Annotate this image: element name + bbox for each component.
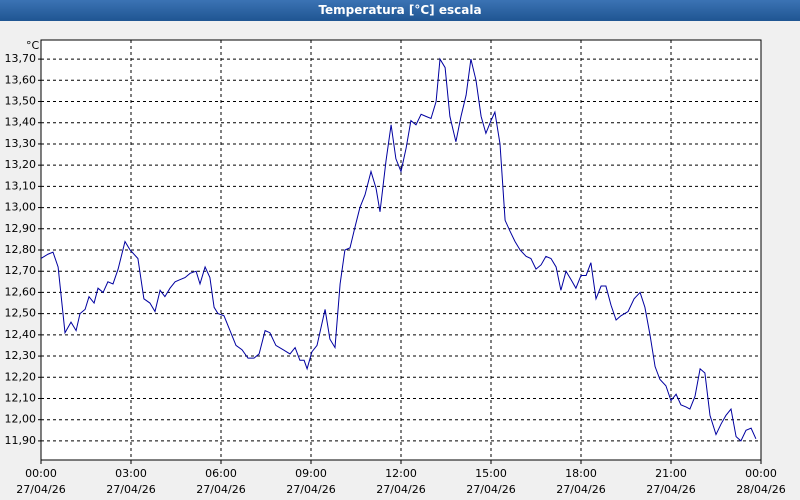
x-tick-label: 21:00 xyxy=(655,467,687,480)
y-tick-label: 12,50 xyxy=(5,307,37,320)
x-tick-label: 12:00 xyxy=(385,467,417,480)
x-tick-date: 27/04/26 xyxy=(376,483,425,496)
y-tick-label: 12,40 xyxy=(5,328,37,341)
y-tick-label: 13,20 xyxy=(5,158,37,171)
y-tick-label: 12,90 xyxy=(5,222,37,235)
plot-border xyxy=(40,39,762,461)
y-tick-label: 12,00 xyxy=(5,413,37,426)
x-tick-date: 27/04/26 xyxy=(646,483,695,496)
x-tick-date: 27/04/26 xyxy=(16,483,65,496)
x-tick-date: 28/04/26 xyxy=(736,483,785,496)
x-tick-date: 27/04/26 xyxy=(286,483,335,496)
title-bar: Temperatura [°C] escala xyxy=(0,0,800,21)
line-series xyxy=(40,57,757,442)
y-tick-label: 12,20 xyxy=(5,370,37,383)
y-tick-label: 13,00 xyxy=(5,201,37,214)
y-tick-label: 12,30 xyxy=(5,349,37,362)
y-tick-label: 13,30 xyxy=(5,137,37,150)
y-tick-label: 13,70 xyxy=(5,52,37,65)
x-tick-date: 27/04/26 xyxy=(466,483,515,496)
x-tick-date: 27/04/26 xyxy=(196,483,245,496)
y-tick-label: 13,10 xyxy=(5,179,37,192)
x-tick-label: 18:00 xyxy=(565,467,597,480)
y-tick-label: 13,50 xyxy=(5,95,37,108)
x-tick-label: 09:00 xyxy=(295,467,327,480)
y-tick-label: 12,10 xyxy=(5,391,37,404)
y-tick-label: 12,70 xyxy=(5,264,37,277)
x-tick-label: 06:00 xyxy=(205,467,237,480)
y-tick-label: 12,60 xyxy=(5,285,37,298)
y-tick-label: 13,60 xyxy=(5,73,37,86)
y-tick-label: 13,40 xyxy=(5,116,37,129)
x-tick-date: 27/04/26 xyxy=(106,483,155,496)
chart: °C 11,90 12,00 12,10 12,20 12,30 12,40 12,50 12… xyxy=(5,39,786,496)
y-tick-label: 11,90 xyxy=(5,434,37,447)
y-unit: °C xyxy=(26,39,40,52)
x-tick-label: 15:00 xyxy=(475,467,507,480)
x-tick-date: 27/04/26 xyxy=(556,483,605,496)
x-tick-label: 03:00 xyxy=(115,467,147,480)
x-tick-label: 00:00 xyxy=(25,467,57,480)
x-tick-label: 00:00 xyxy=(745,467,777,480)
y-tick-label: 12,80 xyxy=(5,243,37,256)
